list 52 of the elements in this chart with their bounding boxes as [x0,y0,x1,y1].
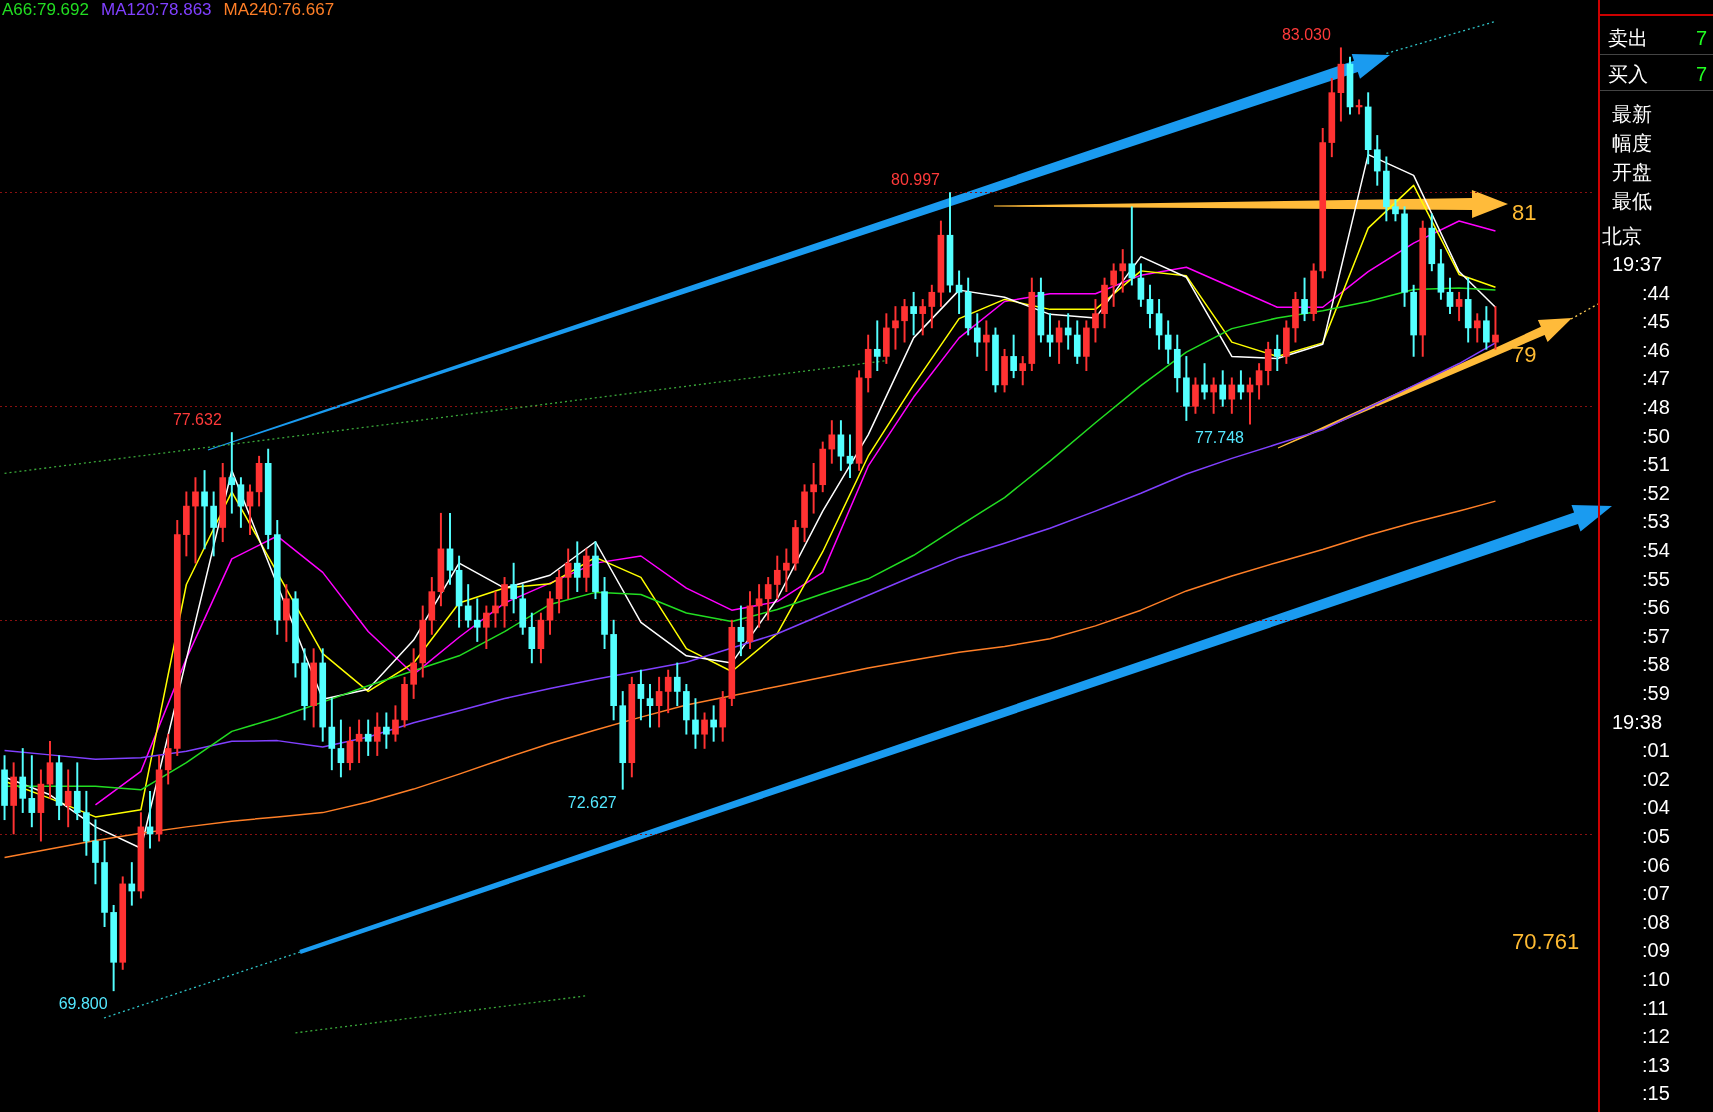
text: 19:38 [1612,709,1663,734]
text: 卖出 [1608,26,1648,50]
text: :44 [1642,280,1670,305]
text: :55 [1642,566,1670,591]
text: :56 [1642,595,1670,620]
text: :54 [1642,538,1670,562]
text: :11 [1642,995,1669,1020]
text: :10 [1642,967,1670,991]
text: :01 [1642,738,1670,763]
text: 79 [1512,342,1537,368]
annotation: 80.997 [891,171,941,189]
text: :13 [1642,1052,1670,1077]
text: :50 [1642,423,1670,448]
candlestick [228,432,236,514]
text: :52 [1642,480,1670,505]
text: :53 [1642,509,1670,534]
annotation: 69.800 [58,995,108,1013]
text: :45 [1642,309,1670,334]
text: MA240:76.667 [223,0,335,19]
text: :04 [1642,795,1670,820]
text: :15 [1642,1081,1670,1106]
text: :05 [1642,824,1670,848]
annotation: 77.748 [1195,428,1245,446]
text: 北京 [1602,224,1642,248]
text: :59 [1642,681,1670,705]
text: :08 [1642,909,1670,934]
text: :51 [1642,452,1670,477]
text: 19:37 [1612,252,1663,276]
text: 买入 [1608,62,1648,86]
text: :07 [1642,881,1670,906]
text: :02 [1642,766,1670,791]
text: 最新 [1612,102,1652,126]
annotation: 83.030 [1281,26,1332,44]
text: :48 [1642,395,1670,419]
text: 7 [1696,26,1708,50]
text: :09 [1642,938,1670,963]
annotation: 77.632 [172,410,222,428]
text: 70.761 [1512,929,1580,955]
text: :58 [1642,652,1670,677]
text: 幅度 [1612,131,1652,155]
text: :06 [1642,852,1670,877]
text: 81 [1512,199,1537,225]
text: :12 [1642,1024,1670,1049]
annotation: 72.627 [567,793,617,811]
text: 7 [1696,62,1708,86]
text: :57 [1642,623,1670,648]
text: :46 [1642,337,1670,362]
text: A66:79.692 [2,0,89,19]
text: 开盘 [1612,160,1652,184]
text: :47 [1642,366,1670,391]
text: MA120:78.863 [100,0,212,19]
text: 最低 [1612,189,1652,213]
